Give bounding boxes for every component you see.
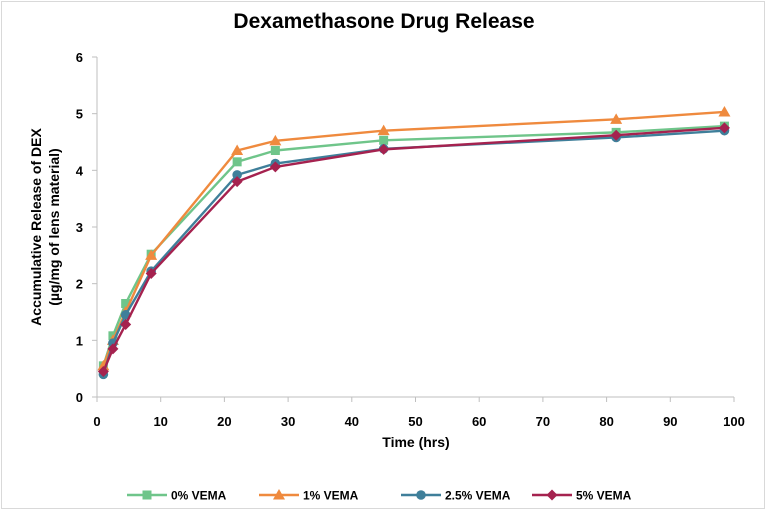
axes — [92, 56, 735, 402]
data-point — [232, 170, 242, 180]
legend: 0% VEMA 1% VEMA 2.5% VEMA 5% VEMA — [127, 489, 632, 503]
legend-marker — [142, 490, 152, 500]
y-axis-label-line2: (µg/mg of lens material) — [46, 148, 62, 305]
data-point — [610, 129, 622, 141]
data-point — [379, 135, 389, 145]
x-tick-label: 0 — [93, 414, 100, 429]
series-1-vema — [97, 105, 731, 371]
series-0-vema — [98, 121, 729, 371]
data-point — [145, 267, 157, 279]
x-tick-label: 50 — [408, 414, 422, 429]
data-point — [232, 157, 242, 167]
series-2-5-vema — [98, 125, 730, 380]
data-point — [377, 124, 390, 136]
series-line — [102, 124, 725, 367]
x-tick-label: 40 — [345, 414, 359, 429]
data-point — [107, 343, 119, 355]
x-tick-label: 80 — [599, 414, 613, 429]
y-tick-label: 4 — [76, 163, 84, 178]
plot-area — [97, 105, 731, 380]
y-tick-label: 0 — [76, 390, 83, 405]
data-point — [269, 134, 282, 146]
legend-marker — [273, 489, 285, 500]
y-tick-label: 2 — [76, 277, 83, 292]
series-line — [102, 110, 725, 367]
legend-marker — [546, 489, 558, 501]
data-point — [270, 146, 280, 155]
data-point — [231, 144, 244, 155]
legend-item: 5% VEMA — [532, 489, 632, 503]
legend-label: 1% VEMA — [303, 489, 359, 503]
x-tick-label: 10 — [153, 414, 167, 429]
data-point — [120, 318, 132, 330]
x-tick-labels: 0 10 20 30 40 50 60 70 80 90 100 — [93, 414, 744, 429]
legend-label: 2.5% VEMA — [445, 489, 511, 503]
data-point — [269, 161, 281, 173]
legend-item: 0% VEMA — [127, 489, 227, 503]
series-5-vema — [97, 122, 730, 377]
chart-title: Dexamethasone Drug Release — [233, 10, 534, 33]
legend-label: 5% VEMA — [576, 489, 632, 503]
legend-item: 1% VEMA — [259, 489, 359, 503]
series-line — [102, 126, 725, 372]
data-point — [610, 113, 623, 124]
x-tick-label: 30 — [281, 414, 295, 429]
x-axis-label: Time (hrs) — [382, 434, 449, 450]
x-tick-label: 90 — [663, 414, 677, 429]
x-tick-label: 20 — [217, 414, 231, 429]
x-tick-label: 100 — [723, 414, 745, 429]
y-tick-label: 3 — [76, 220, 83, 235]
legend-label: 0% VEMA — [171, 489, 227, 503]
y-tick-label: 5 — [76, 107, 83, 122]
y-tick-label: 1 — [76, 333, 83, 348]
data-point — [718, 105, 731, 117]
data-point — [231, 176, 243, 188]
y-axis-label-line1: Accumulative Release of DEX — [28, 128, 44, 326]
series-line — [102, 129, 725, 375]
legend-item: 2.5% VEMA — [401, 489, 511, 503]
legend-marker — [416, 490, 426, 500]
data-point — [145, 249, 158, 260]
x-tick-label: 70 — [536, 414, 550, 429]
y-tick-labels: 0 1 2 3 4 5 6 — [76, 50, 84, 405]
data-point — [121, 299, 131, 308]
data-point — [97, 366, 109, 377]
x-tick-label: 60 — [472, 414, 486, 429]
data-point — [378, 143, 390, 155]
data-point — [718, 122, 730, 134]
y-tick-label: 6 — [76, 50, 83, 65]
